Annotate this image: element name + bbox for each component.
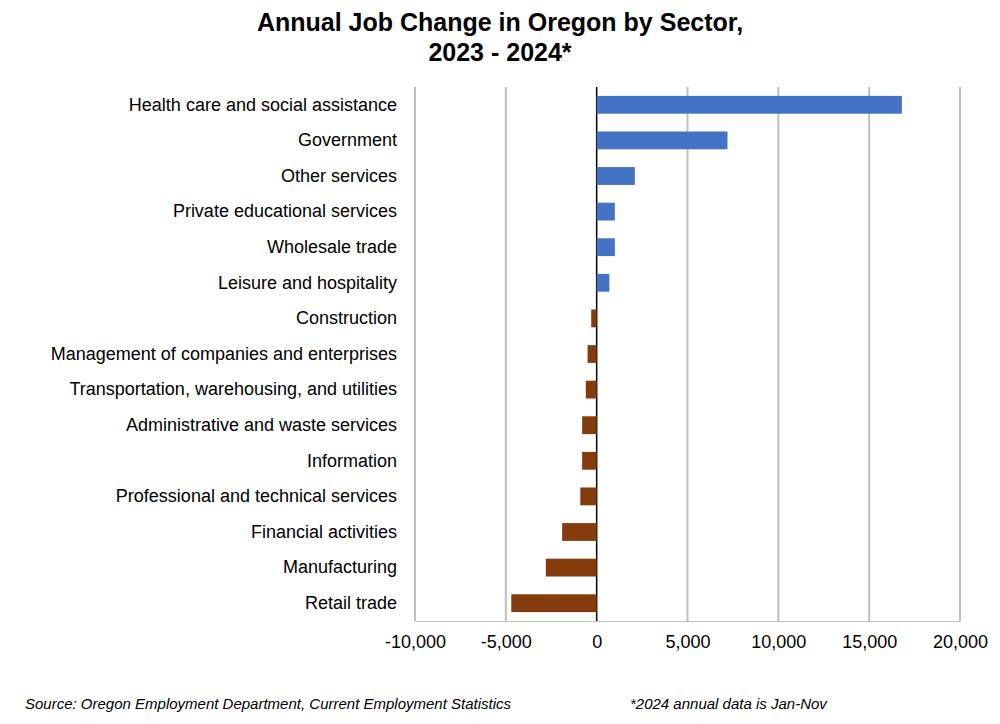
y-tick-label: Leisure and hospitality xyxy=(218,273,397,293)
x-tick: 20,000 xyxy=(933,621,988,652)
x-axis: -10,000 -5,000 0 5,000 10,000 15,000 20,000 xyxy=(385,621,988,652)
y-tick-label: Management of companies and enterprises xyxy=(51,344,397,364)
x-tick: 5,000 xyxy=(665,621,710,652)
plot: -10,000 -5,000 0 5,000 10,000 15,000 20,000 Hea… xyxy=(51,87,988,652)
y-tick-label: Construction xyxy=(296,308,397,328)
y-tick-label: Other services xyxy=(281,166,397,186)
x-tick: 10,000 xyxy=(751,621,806,652)
y-tick: Construction xyxy=(296,308,415,328)
y-tick: Financial activities xyxy=(251,522,415,542)
bar xyxy=(597,167,635,185)
y-tick-label: Private educational services xyxy=(173,201,397,221)
bar xyxy=(580,488,596,506)
y-tick-label: Wholesale trade xyxy=(267,237,397,257)
x-tick-label: 15,000 xyxy=(842,632,897,652)
title: 2023 - 2024* xyxy=(428,38,571,66)
bar xyxy=(588,345,597,363)
y-tick: Retail trade xyxy=(305,593,415,613)
annotation: *2024 annual data is Jan-Nov xyxy=(630,695,828,712)
x-tick-label: 5,000 xyxy=(665,632,710,652)
annotation: Source: Oregon Employment Department, Cu… xyxy=(25,695,512,712)
chart: Annual Job Change in Oregon by Sector,20… xyxy=(0,0,1000,724)
y-tick: Government xyxy=(298,130,415,150)
x-tick-label: 0 xyxy=(592,632,602,652)
bar xyxy=(597,132,728,150)
y-tick: Wholesale trade xyxy=(267,237,415,257)
grid-line xyxy=(777,87,779,621)
x-tick-label: -10,000 xyxy=(385,632,446,652)
y-tick-label: Information xyxy=(307,451,397,471)
y-tick: Leisure and hospitality xyxy=(218,273,415,293)
grid-line xyxy=(687,87,689,621)
y-tick: Professional and technical services xyxy=(116,486,415,506)
bar xyxy=(597,96,902,114)
grid-line xyxy=(505,87,507,621)
y-axis: Health care and social assistance Governm… xyxy=(51,95,415,613)
y-tick: Other services xyxy=(281,166,415,186)
grid xyxy=(415,87,960,621)
bar xyxy=(597,238,615,256)
bar xyxy=(586,381,597,399)
y-tick: Health care and social assistance xyxy=(129,95,415,115)
y-tick: Transportation, warehousing, and utiliti… xyxy=(69,379,415,399)
y-tick-label: Transportation, warehousing, and utiliti… xyxy=(69,379,397,399)
y-tick-label: Government xyxy=(298,130,397,150)
grid-line xyxy=(959,87,961,621)
y-tick-label: Health care and social assistance xyxy=(129,95,397,115)
y-tick: Information xyxy=(307,451,415,471)
title-group: Annual Job Change in Oregon by Sector,20… xyxy=(257,8,743,66)
bar xyxy=(582,416,597,434)
x-tick-label: 10,000 xyxy=(751,632,806,652)
x-tick: 15,000 xyxy=(842,621,897,652)
x-tick-label: 20,000 xyxy=(933,632,988,652)
bar xyxy=(591,310,596,328)
title: Annual Job Change in Oregon by Sector, xyxy=(257,8,743,36)
annotations: Source: Oregon Employment Department, Cu… xyxy=(25,695,828,712)
y-tick-label: Administrative and waste services xyxy=(126,415,397,435)
x-tick: -5,000 xyxy=(481,621,532,652)
bar xyxy=(511,594,596,612)
grid-line xyxy=(868,87,870,621)
y-tick: Administrative and waste services xyxy=(126,415,415,435)
x-tick-label: -5,000 xyxy=(481,632,532,652)
y-tick-label: Financial activities xyxy=(251,522,397,542)
bar xyxy=(546,559,597,577)
bars xyxy=(511,96,902,612)
grid-line xyxy=(414,87,416,621)
bar xyxy=(562,523,597,541)
y-tick: Manufacturing xyxy=(283,557,415,577)
x-tick: -10,000 xyxy=(385,621,446,652)
y-tick: Management of companies and enterprises xyxy=(51,344,415,364)
y-tick-label: Manufacturing xyxy=(283,557,397,577)
bar xyxy=(597,203,615,221)
x-axis-line xyxy=(416,621,961,622)
bar xyxy=(582,452,597,470)
bar xyxy=(597,274,610,292)
y-tick: Private educational services xyxy=(173,201,415,221)
x-tick: 0 xyxy=(592,621,602,652)
y-tick-label: Retail trade xyxy=(305,593,397,613)
y-tick-label: Professional and technical services xyxy=(116,486,397,506)
